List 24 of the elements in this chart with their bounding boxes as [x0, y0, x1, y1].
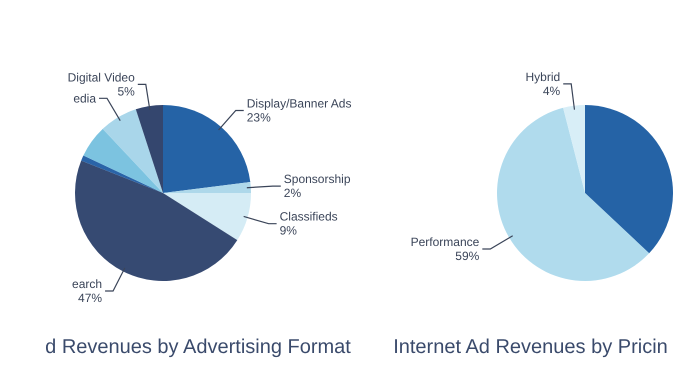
- text: d Revenues by Advertising Format: [44, 336, 352, 359]
- pie-slice: [585, 105, 673, 254]
- data-label: 4%: [542, 84, 561, 98]
- text: Internet Ad Revenues by Pricin: [392, 336, 669, 359]
- data-label: 23%: [246, 110, 272, 124]
- pie-slice: [163, 182, 251, 193]
- slice-label: Performance: [410, 234, 480, 249]
- data-label: 47%: [78, 291, 102, 306]
- data-label: 9%: [280, 224, 298, 238]
- slice-label: Sponsorship: [284, 172, 351, 186]
- pie-slice: [163, 193, 251, 240]
- slice-label: Classifieds: [280, 210, 338, 224]
- pie-slice: [102, 109, 163, 193]
- slice-label: Digital Video: [68, 70, 136, 84]
- slice-label: Display/Banner Ads: [246, 96, 352, 110]
- slice-label: edia: [73, 91, 96, 106]
- pie-slice: [497, 108, 650, 281]
- data-label: 5%: [117, 84, 136, 98]
- data-label: 59%: [455, 248, 480, 263]
- pie-slice: [83, 128, 163, 193]
- pie-slice: [563, 105, 585, 193]
- slice-label: Hybrid: [526, 70, 560, 84]
- slice-label: earch: [72, 277, 102, 292]
- data-label: 2%: [284, 186, 302, 200]
